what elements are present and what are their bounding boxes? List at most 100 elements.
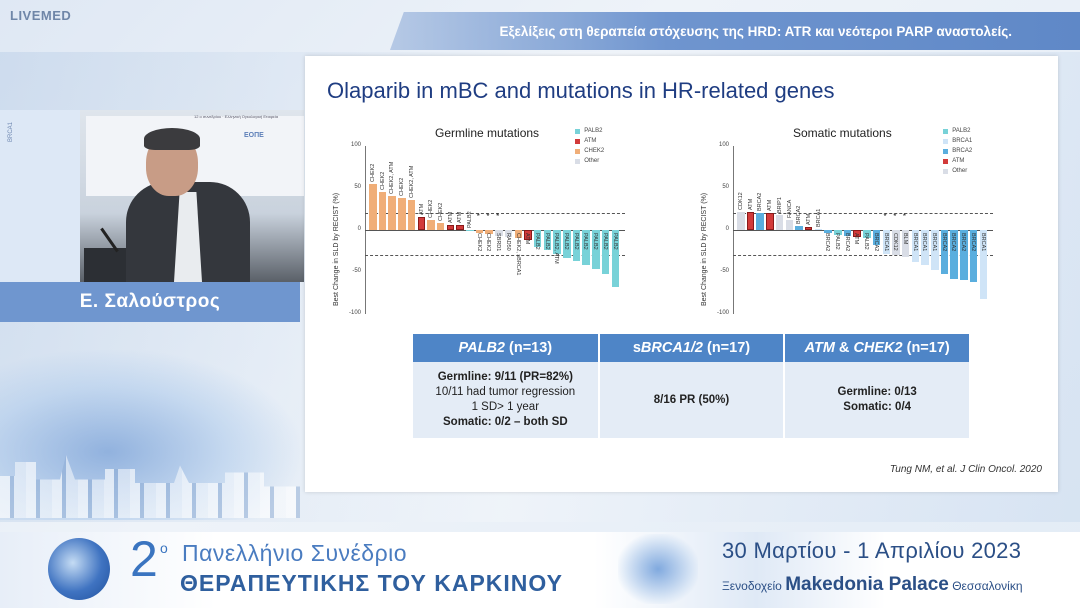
cell-palb2: Germline: 9/11 (PR=82%) 10/11 had tumor … — [413, 362, 600, 438]
chart-bar — [756, 213, 764, 230]
header-sbrca: sBRCA1/2 (n=17) — [598, 334, 786, 362]
chart-y-tick: -50 — [352, 268, 361, 274]
legend-label: ATM — [584, 138, 597, 144]
video-side-text: BRCA1 — [8, 121, 14, 142]
legend-entry: PALB2 — [575, 126, 604, 136]
legend-swatch — [943, 128, 949, 134]
summary-table: PALB2 (n=13) sBRCA1/2 (n=17) ATM & CHEK2… — [413, 334, 971, 438]
chart-y-tick: 100 — [718, 142, 729, 148]
speaker-hair — [144, 128, 200, 150]
video-banner-text: 12 ο συνεδρίου · Ελληνική Ογκολογική Ετα… — [193, 114, 279, 119]
speaker-name: Ε. Σαλούστρος — [79, 291, 221, 312]
chart-bar-label: BRCA2 — [757, 192, 764, 212]
footer-venue-name: Makedonia Palace — [785, 574, 949, 595]
chart-bar — [514, 230, 522, 239]
cell-line: Germline: 9/11 (PR=82%) — [437, 371, 573, 383]
chart-bar — [766, 213, 774, 230]
chart-y-axis-label: Best Change in SLD by RECIST (%) — [333, 192, 340, 306]
chart-bar — [475, 230, 484, 233]
presentation-title-bar: Εξελίξεις στη θεραπεία στόχευσης της HRD… — [390, 12, 1080, 50]
chart-bar — [378, 192, 387, 230]
legend-swatch — [943, 138, 949, 144]
legend-label: PALB2 — [584, 128, 603, 134]
chart-bar — [524, 230, 532, 241]
cell-line: Somatic: 0/4 — [843, 401, 912, 413]
chart-bar — [921, 230, 929, 266]
footer-venue-city: Θεσσαλονίκη — [948, 579, 1023, 593]
chart-bar-label: ATM — [805, 214, 812, 226]
footer-conference-line2: ΘΕΡΑΠΕΥΤΙΚΗΣ ΤΟΥ ΚΑΡΚΙΝΟΥ — [180, 570, 563, 596]
chart-bar-label: PALB2 — [582, 233, 589, 250]
chart-bar — [388, 196, 396, 230]
chart-bar-label: PALB2 — [533, 233, 540, 250]
cell-line: Germline: 0/13 — [837, 386, 917, 398]
chart-bar-label: SBRD1 — [495, 233, 502, 252]
legend-label: Other — [584, 158, 600, 164]
header-atm-chek2: ATM & CHEK2 (n=17) — [784, 334, 971, 362]
chart-annotation: * — [496, 212, 500, 222]
speaker-video[interactable]: BRCA1 12 ο συνεδρίου · Ελληνική Ογκολογι… — [0, 110, 304, 282]
legend-entry: CHEK2 — [575, 146, 604, 156]
chart-bar — [834, 230, 842, 236]
somatic-chart: Somatic mutations Best Change in SLD by R… — [693, 126, 1053, 326]
legend-entry: BRCA1 — [943, 136, 972, 146]
chart-bar-label: ATM — [524, 233, 531, 245]
chart-bar-label: PALB2 — [592, 233, 599, 250]
chart-bar — [911, 230, 920, 262]
chart-bar-label: PALB2, ATM — [553, 233, 560, 264]
chart-bar-label: BRCA1 — [911, 233, 918, 252]
chart-bar-label: ATM — [447, 211, 454, 223]
legend-swatch — [575, 138, 581, 144]
chart-bar — [863, 230, 871, 239]
presentation-title: Εξελίξεις στη θεραπεία στόχευσης της HRD… — [499, 23, 1013, 39]
slide: Olaparib in mBC and mutations in HR-rela… — [305, 56, 1058, 492]
chart-bar — [746, 211, 755, 230]
header-atm-gene: ATM — [804, 340, 835, 356]
chart-y-tick: -50 — [720, 268, 729, 274]
chart-bar — [553, 230, 561, 254]
chart-bar — [427, 219, 435, 230]
footer-globe-logo — [48, 538, 110, 600]
video-banner-brand: ΕΟΠΕ — [244, 132, 264, 139]
chart-bar-label: BRCA2 — [824, 233, 831, 252]
cell-line: 10/11 had tumor regression — [435, 386, 576, 398]
chart-bar-label: PALB2 — [611, 233, 618, 250]
chart-y-tick: -100 — [348, 310, 361, 316]
chart-bar-label: CHEK2, ATM — [408, 165, 415, 198]
header-sbrca-prefix: s — [632, 340, 641, 356]
chart-reference-line — [733, 255, 994, 257]
chart-bar-label: CDK12 — [892, 233, 899, 251]
chart-bar-label: ATM — [457, 211, 464, 223]
footer-venue: Ξενοδοχείο Makedonia Palace Θεσσαλονίκη — [722, 574, 1023, 596]
chart-reference-line — [365, 213, 626, 215]
footer-venue-prefix: Ξενοδοχείο — [722, 579, 786, 593]
chart-bar — [417, 217, 425, 230]
chart-bar — [775, 214, 784, 230]
chart-bar-label: BRCA1 — [815, 208, 822, 228]
chart-bar-label: ATM — [418, 204, 425, 216]
header-sbrca-n: (n=17) — [702, 340, 751, 356]
chart-bar — [795, 225, 803, 230]
chart-bar-label: BRCA1 — [882, 233, 889, 252]
chart-bar-label: BRCA1 — [979, 233, 986, 252]
chart-bar-label: BRCA2 — [796, 205, 803, 224]
legend-label: BRCA2 — [952, 148, 973, 154]
chart-bar-label: BRCA2 — [960, 233, 967, 252]
chart-bar — [446, 224, 455, 230]
chart-bar — [592, 230, 600, 269]
footer-edition-number: 2 — [130, 531, 158, 587]
chart-y-tick: -100 — [716, 310, 729, 316]
chart-bar — [601, 230, 610, 274]
chart-bar-label: PALB2 — [863, 233, 870, 250]
chart-bar — [824, 230, 832, 234]
chart-bar-label: BRCA2 — [940, 233, 947, 252]
chart-bar — [456, 224, 464, 230]
chart-bar — [369, 183, 377, 230]
chart-bar-label: PALB2 — [572, 233, 579, 250]
chart-bar-label: BRCA2 — [872, 233, 879, 252]
chart-bar — [843, 230, 852, 236]
legend-label: BRCA1 — [952, 138, 973, 144]
chart-bar-label: CHEK2 — [370, 163, 376, 182]
chart-bar — [950, 230, 958, 279]
chart-bar — [804, 227, 813, 230]
